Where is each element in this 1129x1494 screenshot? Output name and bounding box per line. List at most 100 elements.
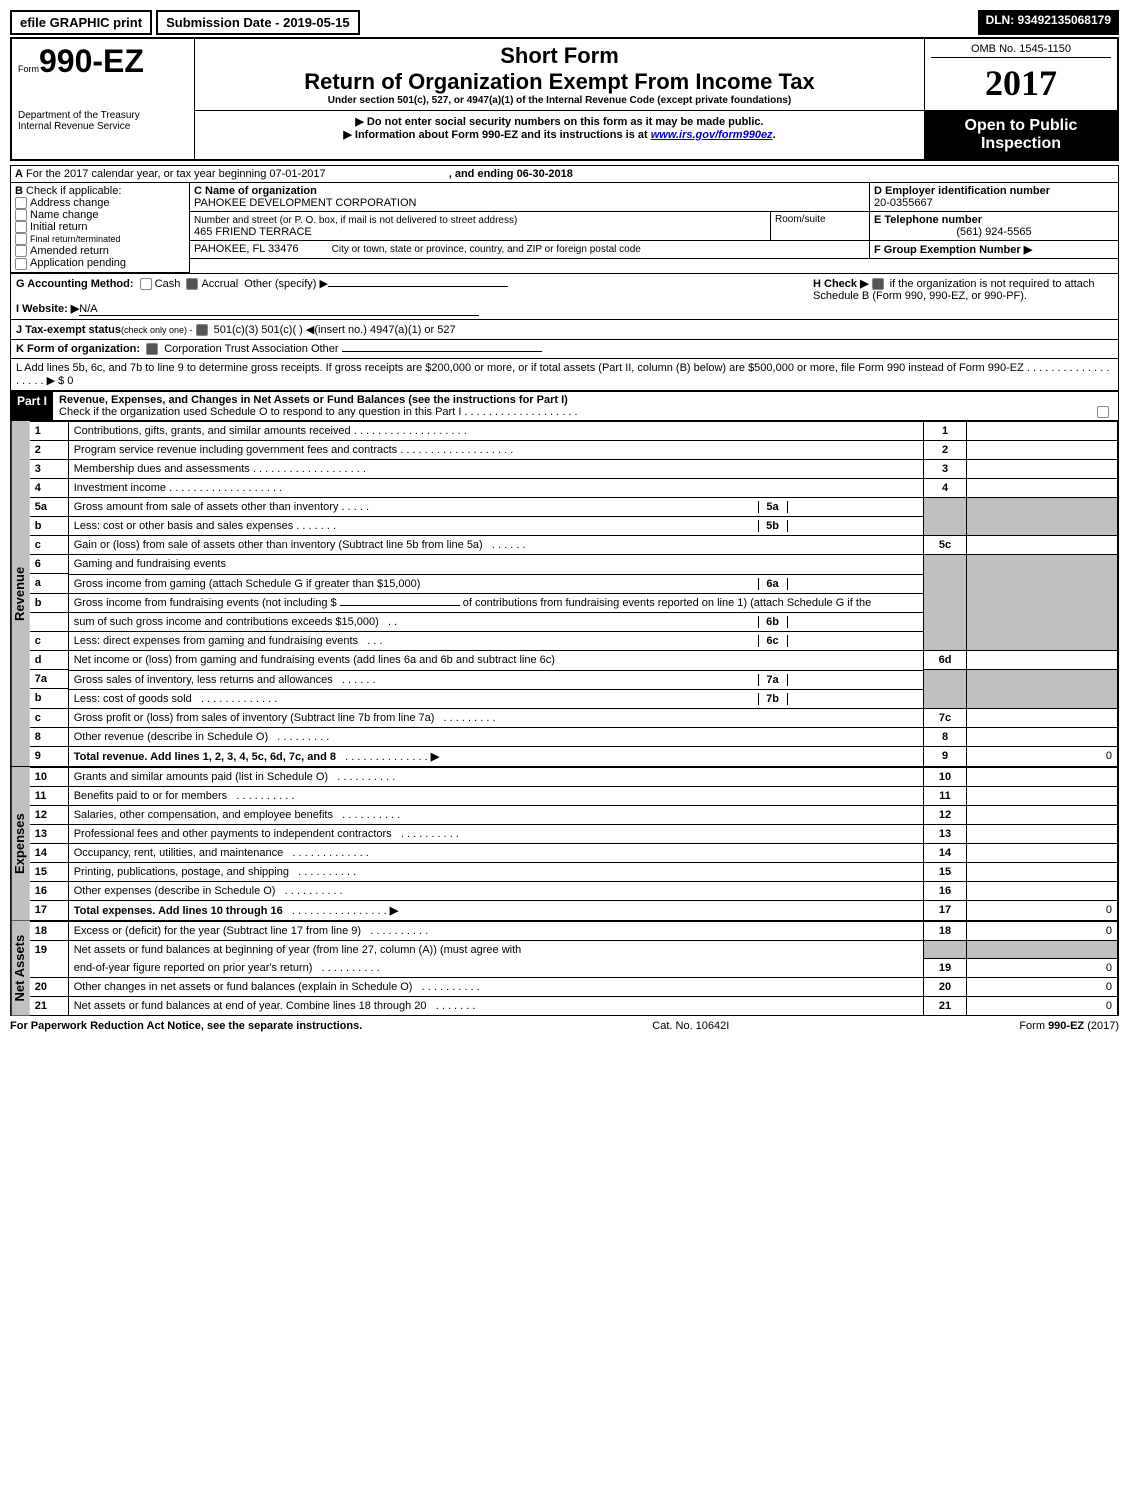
part1-title: Revenue, Expenses, and Changes in Net As… — [59, 394, 568, 406]
ein: 20-0355667 — [874, 197, 933, 209]
part1-label: Part I — [11, 392, 53, 420]
i-label: I Website: ▶ — [16, 303, 79, 315]
f-arrow: ▶ — [1024, 244, 1032, 256]
b-item-0: Address change — [30, 197, 110, 209]
addr-label: Number and street (or P. O. box, if mail… — [194, 215, 517, 226]
dept-label: Department of the Treasury — [18, 110, 188, 121]
line-a-text: For the 2017 calendar year, or tax year … — [26, 168, 326, 180]
city-label: City or town, state or province, country… — [332, 244, 641, 255]
k-opts: Corporation Trust Association Other — [164, 343, 338, 355]
info-text: ▶ Information about Form 990-EZ and its … — [343, 129, 650, 141]
line-8: 8Other revenue (describe in Schedule O) … — [30, 727, 1118, 746]
e-label: E Telephone number — [874, 214, 982, 226]
j-sub: (check only one) - — [121, 325, 193, 335]
submission-date: Submission Date - 2019-05-15 — [156, 10, 360, 35]
g-cash: Cash — [155, 278, 181, 290]
revenue-tab: Revenue — [11, 421, 30, 766]
chk-corp[interactable] — [146, 343, 158, 355]
line-20: 20Other changes in net assets or fund ba… — [30, 978, 1118, 997]
form-prefix: Form — [18, 64, 39, 74]
footer-left: For Paperwork Reduction Act Notice, see … — [10, 1020, 362, 1032]
f-label: F Group Exemption Number — [874, 244, 1021, 256]
line-9: 9Total revenue. Add lines 1, 2, 3, 4, 5c… — [30, 746, 1118, 766]
chk-501c3[interactable] — [196, 324, 208, 336]
city-state: PAHOKEE, FL 33476 — [194, 243, 299, 255]
revenue-section: Revenue 1Contributions, gifts, grants, a… — [10, 421, 1119, 767]
chk-final[interactable] — [15, 233, 27, 245]
b-item-2: Initial return — [30, 221, 87, 233]
phone: (561) 924-5565 — [874, 226, 1114, 238]
l-text: L Add lines 5b, 6c, and 7b to line 9 to … — [16, 362, 1024, 374]
open-to-public: Open to Public Inspection — [925, 111, 1117, 159]
b-item-3: Final return/terminated — [30, 234, 121, 244]
chk-initial[interactable] — [15, 221, 27, 233]
form-number: 990-EZ — [39, 43, 144, 79]
line-a-end: , and ending 06-30-2018 — [449, 168, 573, 180]
part1-check-text: Check if the organization used Schedule … — [59, 406, 461, 418]
form-header: Form990-EZ Department of the Treasury In… — [10, 37, 1119, 161]
line-2: 2Program service revenue including gover… — [30, 440, 1118, 459]
website-val: N/A — [79, 303, 479, 316]
line-7a: 7aGross sales of inventory, less returns… — [30, 670, 1118, 689]
under-section: Under section 501(c), 527, or 4947(a)(1)… — [201, 95, 918, 106]
k-label: K Form of organization: — [16, 343, 140, 355]
page-footer: For Paperwork Reduction Act Notice, see … — [10, 1020, 1119, 1032]
j-label: J Tax-exempt status — [16, 324, 121, 336]
line-5c: cGain or (loss) from sale of assets othe… — [30, 536, 1118, 555]
g-other: Other (specify) ▶ — [244, 278, 328, 290]
chk-cash[interactable] — [140, 278, 152, 290]
line-5a: 5aGross amount from sale of assets other… — [30, 497, 1118, 516]
part1-header-row: Part I Revenue, Expenses, and Changes in… — [10, 391, 1119, 421]
line-19b: end-of-year figure reported on prior yea… — [30, 959, 1118, 978]
org-name: PAHOKEE DEVELOPMENT CORPORATION — [194, 197, 417, 209]
chk-accrual[interactable] — [186, 278, 198, 290]
efile-button[interactable]: efile GRAPHIC print — [10, 10, 152, 35]
netassets-table: 18Excess or (deficit) for the year (Subt… — [30, 921, 1118, 1016]
revenue-table: 1Contributions, gifts, grants, and simil… — [30, 421, 1118, 766]
expenses-tab: Expenses — [11, 767, 30, 920]
line-7c: cGross profit or (loss) from sales of in… — [30, 708, 1118, 727]
chk-amended[interactable] — [15, 245, 27, 257]
chk-h[interactable] — [872, 278, 884, 290]
tax-year: 2017 — [931, 62, 1111, 104]
c-label: C Name of organization — [194, 185, 317, 197]
g-accrual: Accrual — [201, 278, 238, 290]
b-item-1: Name change — [30, 209, 99, 221]
chk-pending[interactable] — [15, 258, 27, 270]
top-bar: efile GRAPHIC print Submission Date - 20… — [10, 10, 1119, 35]
b-item-5: Application pending — [30, 257, 126, 269]
line-17: 17Total expenses. Add lines 10 through 1… — [30, 900, 1118, 920]
line-16: 16Other expenses (describe in Schedule O… — [30, 881, 1118, 900]
irs-link[interactable]: www.irs.gov/form990ez — [651, 129, 773, 141]
line-13: 13Professional fees and other payments t… — [30, 824, 1118, 843]
d-label: D Employer identification number — [874, 185, 1050, 197]
line-12: 12Salaries, other compensation, and empl… — [30, 805, 1118, 824]
street-address: 465 FRIEND TERRACE — [194, 226, 312, 238]
line-18: 18Excess or (deficit) for the year (Subt… — [30, 921, 1118, 940]
h-label: H Check ▶ — [813, 278, 869, 290]
l-amt: ▶ $ 0 — [47, 375, 74, 387]
chk-schedule-o[interactable] — [1097, 406, 1109, 418]
ssn-warning: ▶ Do not enter social security numbers o… — [201, 115, 918, 128]
line-15: 15Printing, publications, postage, and s… — [30, 862, 1118, 881]
b-label: Check if applicable: — [26, 185, 121, 197]
expenses-table: 10Grants and similar amounts paid (list … — [30, 767, 1118, 920]
b-item-4: Amended return — [30, 245, 109, 257]
chk-name[interactable] — [15, 209, 27, 221]
g-label: G Accounting Method: — [16, 278, 134, 290]
main-title: Return of Organization Exempt From Incom… — [201, 69, 918, 95]
line-1: 1Contributions, gifts, grants, and simil… — [30, 421, 1118, 440]
irs-label: Internal Revenue Service — [18, 121, 188, 132]
short-form-title: Short Form — [201, 43, 918, 69]
line-3: 3Membership dues and assessments3 — [30, 459, 1118, 478]
dln-label: DLN: 93492135068179 — [978, 10, 1119, 35]
line-19: 19Net assets or fund balances at beginni… — [30, 940, 1118, 959]
line-14: 14Occupancy, rent, utilities, and mainte… — [30, 843, 1118, 862]
netassets-tab: Net Assets — [11, 921, 30, 1016]
netassets-section: Net Assets 18Excess or (deficit) for the… — [10, 921, 1119, 1017]
line-6d: dNet income or (loss) from gaming and fu… — [30, 651, 1118, 670]
line-21: 21Net assets or fund balances at end of … — [30, 997, 1118, 1016]
line-10: 10Grants and similar amounts paid (list … — [30, 767, 1118, 786]
section-identifying: A For the 2017 calendar year, or tax yea… — [10, 165, 1119, 391]
chk-address[interactable] — [15, 197, 27, 209]
